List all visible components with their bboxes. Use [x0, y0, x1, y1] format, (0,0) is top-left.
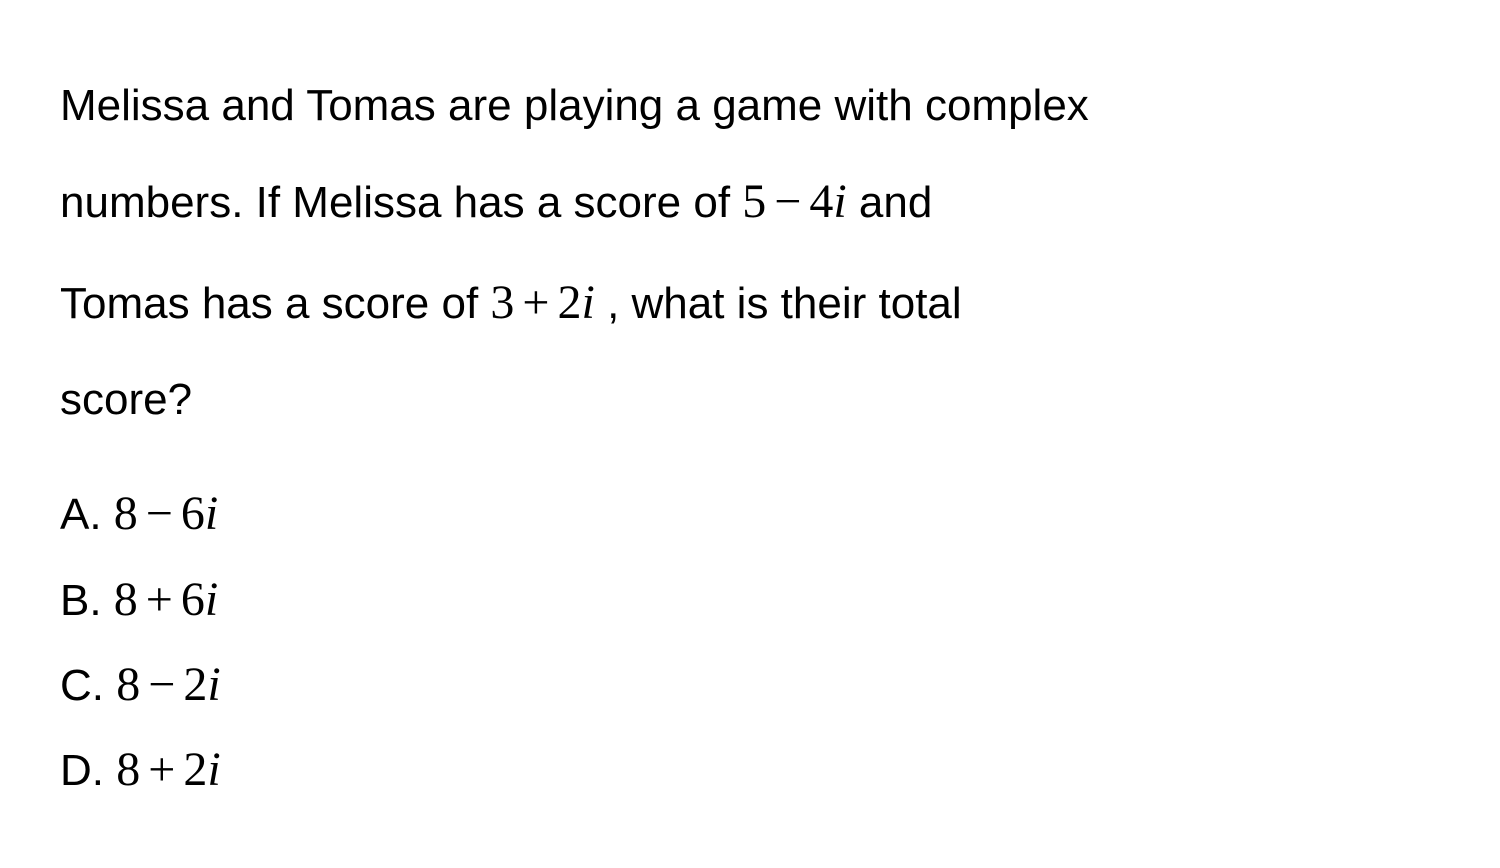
- question-part1: Melissa and Tomas are playing a game wit…: [60, 81, 1089, 130]
- tomas-score: 3+2i: [490, 276, 594, 329]
- option-a: A. 8−6i: [60, 474, 1440, 553]
- tomas-op: +: [522, 276, 549, 329]
- option-b-real: 8: [114, 573, 138, 626]
- question-part3-before: Tomas has a score of: [60, 279, 490, 328]
- option-d-op: +: [148, 743, 175, 796]
- option-c-imag-var: i: [207, 658, 220, 711]
- question-part3-after: , what is their total: [595, 279, 962, 328]
- option-a-imag-var: i: [205, 487, 218, 540]
- option-b-imag-coef: 6: [181, 573, 205, 626]
- option-b-label: B.: [60, 576, 114, 625]
- melissa-op: −: [774, 175, 801, 228]
- option-a-label: A.: [60, 490, 114, 539]
- option-b-imag-var: i: [205, 573, 218, 626]
- question-line-4: score?: [60, 354, 1440, 446]
- option-d-imag-coef: 2: [183, 743, 207, 796]
- question-line-2: numbers. If Melissa has a score of 5−4i …: [60, 152, 1440, 253]
- option-c-label: C.: [60, 661, 116, 710]
- question-text: Melissa and Tomas are playing a game wit…: [60, 60, 1440, 446]
- option-d-label: D.: [60, 746, 116, 795]
- tomas-real: 3: [490, 276, 514, 329]
- option-a-real: 8: [114, 487, 138, 540]
- melissa-score: 5−4i: [742, 175, 846, 228]
- melissa-imag-coef: 4: [809, 175, 833, 228]
- question-part2-after: and: [847, 178, 933, 227]
- option-c-imag-coef: 2: [183, 658, 207, 711]
- option-c-math: 8−2i: [116, 658, 220, 711]
- question-line-3: Tomas has a score of 3+2i , what is thei…: [60, 253, 1440, 354]
- option-d-math: 8+2i: [116, 743, 220, 796]
- tomas-imag-coef: 2: [558, 276, 582, 329]
- option-c: C. 8−2i: [60, 645, 1440, 724]
- option-d-real: 8: [116, 743, 140, 796]
- question-part2-before: numbers. If Melissa has a score of: [60, 178, 742, 227]
- option-c-op: −: [148, 658, 175, 711]
- option-d-imag-var: i: [207, 743, 220, 796]
- option-b: B. 8+6i: [60, 560, 1440, 639]
- option-d: D. 8+2i: [60, 730, 1440, 809]
- option-b-math: 8+6i: [114, 573, 218, 626]
- option-a-imag-coef: 6: [181, 487, 205, 540]
- option-a-math: 8−6i: [114, 487, 218, 540]
- tomas-imag-var: i: [582, 276, 595, 329]
- options-list: A. 8−6i B. 8+6i C. 8−2i D. 8+2i: [60, 474, 1440, 809]
- melissa-real: 5: [742, 175, 766, 228]
- option-c-real: 8: [116, 658, 140, 711]
- option-a-op: −: [146, 487, 173, 540]
- option-b-op: +: [146, 573, 173, 626]
- question-part4: score?: [60, 375, 192, 424]
- melissa-imag-var: i: [833, 175, 846, 228]
- question-line-1: Melissa and Tomas are playing a game wit…: [60, 60, 1440, 152]
